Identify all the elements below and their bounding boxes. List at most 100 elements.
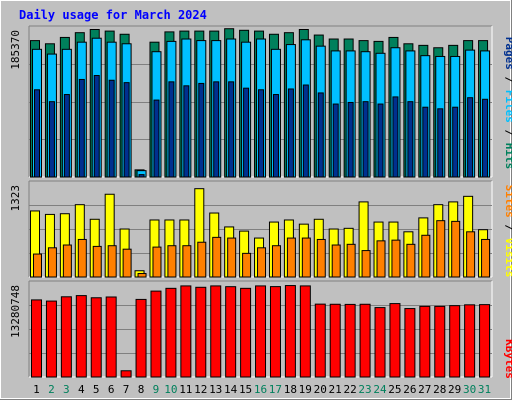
bar-pages-day-22 [347,101,354,178]
bar-kbytes-day-5 [90,297,102,378]
bar-sites-day-8 [137,273,147,278]
legend-kbytes: KBytes [503,339,512,379]
bar-pages-day-23 [362,101,369,178]
bar-pages-day-31 [482,98,489,178]
legend-hits: Hits [503,143,512,170]
bar-pages-day-2 [48,101,55,178]
bar-sites-day-19 [301,237,311,278]
x-tick-label-day-16: 16 [254,383,267,396]
bar-kbytes-day-2 [45,300,57,378]
x-tick-label-day-1: 1 [33,383,40,396]
bar-kbytes-day-11 [180,285,192,378]
x-tick-label-day-23: 23 [358,383,371,396]
bar-sites-day-3 [62,244,72,278]
bar-pages-day-1 [34,89,40,178]
bar-sites-day-24 [376,240,386,278]
x-tick-label-day-12: 12 [194,383,207,396]
bar-layer [30,28,491,378]
bar-pages-day-16 [258,89,265,178]
bar-sites-day-20 [316,238,326,278]
bar-sites-day-1 [33,253,42,278]
x-tick-label-day-3: 3 [63,383,70,396]
x-tick-label-day-30: 30 [463,383,476,396]
bar-sites-day-10 [167,245,177,278]
bar-kbytes-day-9 [150,290,162,378]
bar-kbytes-day-7 [120,370,132,378]
bar-kbytes-day-31 [479,304,491,378]
x-tick-label-day-6: 6 [108,383,115,396]
bar-sites-day-28 [436,220,446,278]
bar-kbytes-day-14 [225,286,237,378]
x-tick-label-day-21: 21 [329,383,342,396]
legend-visits: Visits [503,238,512,278]
bar-sites-day-12 [197,241,207,278]
x-tick-label-day-14: 14 [224,383,238,396]
x-tick-label-day-17: 17 [269,383,282,396]
bar-pages-day-12 [198,82,205,178]
y-axis-labels: 185370 1323 13280748 [9,30,22,338]
bar-pages-day-9 [153,99,160,178]
x-axis-labels: 1 2 3 4 5 6 7 8 9 10 11 12 13 14 15 16 17 18 19 20 21 22 23 24 2… [33,383,491,396]
chart-title: Daily usage for March 2024 [19,8,207,22]
legend-separator: / [503,70,512,90]
bar-sites-day-13 [212,236,222,278]
bar-pages-day-21 [332,103,339,178]
legend-panel-2: KBytes [503,339,512,379]
x-tick-label-day-5: 5 [93,383,100,396]
bar-sites-day-7 [122,248,132,278]
bar-sites-day-21 [331,244,341,278]
bar-sites-day-9 [152,246,162,278]
bar-sites-day-30 [466,231,476,278]
bar-sites-day-15 [242,252,252,278]
bar-pages-day-4 [78,78,85,178]
bar-pages-day-27 [422,106,429,178]
x-tick-label-day-7: 7 [123,383,130,396]
bar-sites-day-17 [271,245,281,278]
y-axis-max-label-panel-0: 185370 [9,30,22,70]
bar-kbytes-day-10 [165,287,177,378]
x-tick-label-day-20: 20 [314,383,327,396]
x-tick-label-day-2: 2 [48,383,55,396]
bar-pages-day-18 [287,88,294,178]
x-tick-label-day-9: 9 [153,383,160,396]
x-tick-label-day-24: 24 [373,383,387,396]
bar-kbytes-day-18 [284,285,296,378]
bar-kbytes-day-22 [344,303,356,378]
bar-sites-day-22 [346,243,356,278]
bar-kbytes-day-1 [31,299,42,378]
bar-pages-day-7 [123,82,130,178]
x-tick-label-day-25: 25 [388,383,401,396]
x-tick-label-day-29: 29 [448,383,461,396]
legend-pages: Pages [503,37,512,70]
x-tick-label-day-4: 4 [78,383,85,396]
legend-separator: / [503,218,512,238]
bar-kbytes-day-16 [255,285,267,378]
bar-sites-day-23 [361,250,371,278]
bar-sites-day-31 [481,238,491,278]
bar-sites-day-29 [451,220,461,278]
legend-files: Files [503,90,512,123]
x-tick-label-day-18: 18 [284,383,297,396]
bar-sites-day-4 [77,238,87,278]
legend-panel-1: Sites / Visits [503,185,512,278]
legend-layer: Pages / Files / Hits Sites / Visits KBytes [503,37,512,379]
bar-pages-day-11 [183,85,190,178]
bar-sites-day-27 [421,234,431,278]
bar-sites-day-14 [227,237,237,278]
bar-pages-day-28 [437,108,444,178]
bar-pages-day-29 [452,106,459,178]
bar-sites-day-11 [182,245,192,278]
bar-pages-day-24 [377,103,384,178]
bar-kbytes-day-28 [434,305,446,378]
bar-pages-day-20 [317,92,324,178]
bar-kbytes-day-20 [314,303,326,378]
bar-pages-day-6 [108,79,115,178]
bar-kbytes-day-26 [404,308,416,378]
bar-kbytes-day-12 [195,286,207,378]
bar-sites-day-6 [107,245,117,278]
bar-pages-day-3 [63,94,70,178]
x-tick-label-day-19: 19 [299,383,312,396]
legend-panel-0: Pages / Files / Hits [503,37,512,170]
x-tick-label-day-31: 31 [478,383,491,396]
